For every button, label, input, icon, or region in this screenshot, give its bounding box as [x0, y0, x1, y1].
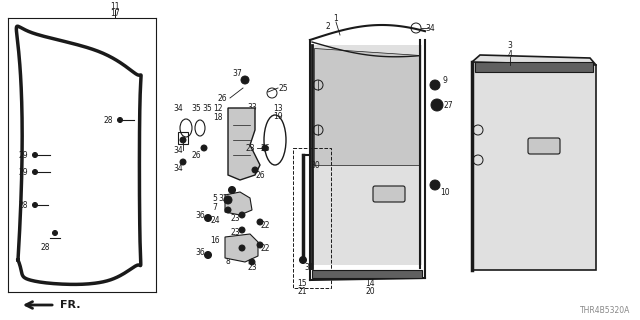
- Text: 33: 33: [247, 102, 257, 111]
- Polygon shape: [225, 234, 258, 262]
- Text: 1: 1: [333, 13, 339, 22]
- Text: 28: 28: [19, 201, 28, 210]
- Text: 22: 22: [260, 244, 269, 252]
- Circle shape: [205, 214, 211, 221]
- Circle shape: [257, 219, 263, 225]
- Text: 23: 23: [230, 228, 240, 236]
- Circle shape: [205, 252, 211, 259]
- Circle shape: [430, 180, 440, 190]
- Circle shape: [224, 196, 232, 204]
- Text: 10: 10: [440, 188, 450, 196]
- Text: 29: 29: [18, 167, 28, 177]
- Bar: [178, 132, 188, 144]
- Polygon shape: [472, 55, 596, 270]
- Text: 29: 29: [18, 150, 28, 159]
- Text: 13: 13: [273, 103, 283, 113]
- Circle shape: [33, 153, 38, 157]
- Text: 32: 32: [218, 194, 228, 203]
- Text: 34: 34: [173, 146, 183, 155]
- Text: 23: 23: [247, 263, 257, 273]
- Bar: [312, 270, 422, 278]
- Text: 31: 31: [304, 262, 314, 271]
- Text: 34: 34: [173, 164, 183, 172]
- Text: 37: 37: [232, 68, 242, 77]
- Text: 36: 36: [195, 247, 205, 257]
- Bar: [475, 62, 593, 72]
- Circle shape: [201, 145, 207, 151]
- Text: 23: 23: [230, 245, 240, 254]
- Circle shape: [118, 117, 122, 123]
- Circle shape: [225, 207, 231, 213]
- Text: 18: 18: [213, 113, 223, 122]
- Text: 28: 28: [40, 243, 50, 252]
- Text: 2: 2: [326, 21, 330, 30]
- Text: 35: 35: [191, 103, 201, 113]
- Polygon shape: [225, 192, 252, 215]
- Circle shape: [431, 99, 443, 111]
- Circle shape: [239, 227, 245, 233]
- Text: 34: 34: [173, 103, 183, 113]
- Text: 26: 26: [217, 93, 227, 102]
- Text: 3: 3: [508, 41, 513, 50]
- Text: 6: 6: [225, 247, 230, 257]
- Bar: [293, 148, 331, 288]
- Text: 35: 35: [202, 103, 212, 113]
- Text: 20: 20: [365, 286, 375, 295]
- Circle shape: [430, 80, 440, 90]
- Text: FR.: FR.: [60, 300, 81, 310]
- Text: 24: 24: [210, 215, 220, 225]
- Text: 12: 12: [213, 103, 223, 113]
- Text: 15: 15: [297, 278, 307, 287]
- Text: 27: 27: [443, 100, 453, 109]
- Text: 5: 5: [212, 194, 218, 203]
- Text: 28: 28: [103, 116, 113, 124]
- Circle shape: [262, 145, 268, 151]
- Circle shape: [257, 242, 263, 248]
- FancyBboxPatch shape: [373, 186, 405, 202]
- Text: 25: 25: [278, 84, 288, 92]
- Circle shape: [239, 245, 245, 251]
- Circle shape: [241, 76, 249, 84]
- Circle shape: [33, 170, 38, 174]
- Text: 23: 23: [230, 213, 240, 222]
- Text: 36: 36: [195, 211, 205, 220]
- Text: 16: 16: [210, 236, 220, 244]
- Text: 9: 9: [443, 76, 447, 84]
- Circle shape: [180, 159, 186, 165]
- Text: 11: 11: [110, 2, 120, 11]
- Text: 26: 26: [260, 143, 270, 153]
- Text: 21: 21: [297, 287, 307, 297]
- Polygon shape: [314, 48, 420, 165]
- Text: 19: 19: [273, 111, 283, 121]
- Circle shape: [52, 230, 58, 236]
- Circle shape: [252, 167, 258, 173]
- FancyBboxPatch shape: [528, 138, 560, 154]
- Bar: [8, 18, 156, 292]
- Text: 8: 8: [226, 258, 230, 267]
- Text: 30: 30: [310, 161, 320, 170]
- Circle shape: [228, 187, 236, 194]
- Circle shape: [180, 137, 186, 143]
- Text: 34: 34: [425, 23, 435, 33]
- Circle shape: [239, 212, 245, 218]
- Text: 23: 23: [245, 143, 255, 153]
- Polygon shape: [228, 108, 260, 180]
- Text: 17: 17: [110, 9, 120, 18]
- Text: 26: 26: [255, 171, 265, 180]
- Circle shape: [33, 203, 38, 207]
- Circle shape: [249, 259, 255, 265]
- Text: 4: 4: [508, 50, 513, 59]
- Text: 26: 26: [191, 150, 201, 159]
- Text: THR4B5320A: THR4B5320A: [580, 306, 630, 315]
- Text: 22: 22: [260, 220, 269, 229]
- Circle shape: [300, 257, 307, 263]
- Text: 7: 7: [212, 203, 218, 212]
- Text: 14: 14: [365, 278, 375, 287]
- Bar: [312, 45, 422, 265]
